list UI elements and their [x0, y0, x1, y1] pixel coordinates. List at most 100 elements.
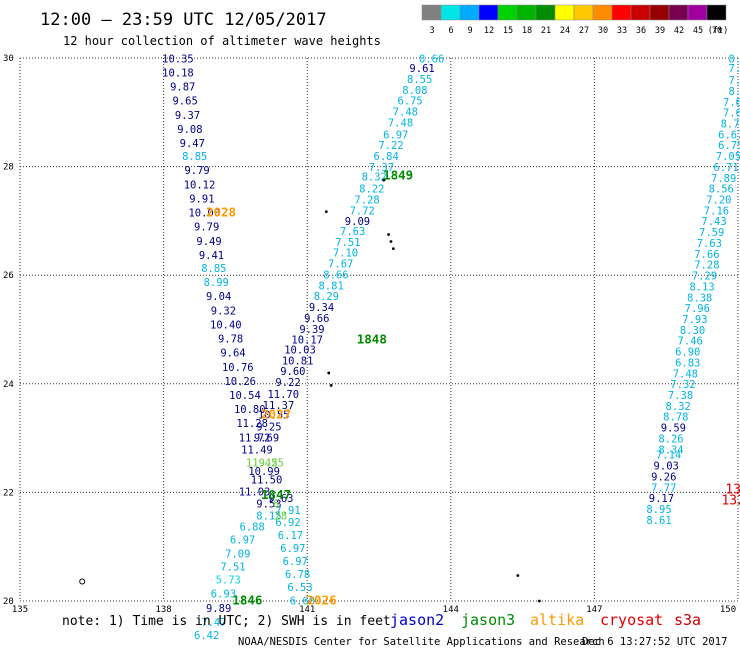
wave-height-label: 6.75	[718, 140, 740, 152]
wave-height-label: 8.22	[359, 184, 384, 196]
cryosat-label: 13	[725, 482, 740, 497]
x-tick-label: 141	[299, 605, 315, 615]
wave-height-label: 7.51	[220, 562, 245, 574]
wave-height-label: 9.79	[184, 165, 209, 177]
wave-height-label: 9.64	[220, 348, 245, 360]
wave-height-label: 9.34	[309, 302, 334, 314]
wave-height-label: 9.32	[211, 305, 236, 317]
footer-credit: NOAA/NESDIS Center for Satellite Applica…	[238, 636, 605, 648]
wave-height-label: 7.29	[692, 271, 717, 283]
legend-bin-label: 30	[598, 26, 608, 36]
y-tick-label: 22	[3, 488, 14, 498]
legend-swatch	[459, 4, 480, 21]
legend-swatch	[478, 4, 499, 21]
satellite-name: altika	[530, 611, 584, 629]
wave-height-label: 7.47	[201, 617, 226, 629]
wave-height-label: 9.37	[175, 110, 200, 122]
wave-height-label: 8.78	[663, 412, 688, 424]
data-dot	[329, 384, 333, 387]
data-dot	[391, 247, 395, 250]
wave-height-label: 8.32	[666, 401, 691, 413]
time-label: 1846	[232, 592, 262, 607]
wave-height-label: 8.34	[658, 444, 683, 456]
wave-height-label: 10.40	[210, 319, 242, 331]
wave-height-label: 6.67	[718, 129, 740, 141]
wave-height-label: 10.17	[291, 335, 323, 347]
wave-height-label: 11.03	[239, 487, 271, 499]
wave-height-label: 7.48	[393, 107, 418, 119]
wave-height-label: 7.93	[682, 314, 707, 326]
wave-height-label: 9.25	[256, 421, 281, 433]
wave-height-label: 8.38	[687, 292, 712, 304]
wave-height-label: 6	[273, 499, 279, 511]
time-label: 1849	[383, 168, 413, 183]
wave-height-label: 8.0	[729, 53, 740, 65]
wave-height-label: 7.14	[656, 450, 681, 462]
wave-height-label: 7.37	[369, 162, 394, 174]
wave-height-label: 6.84	[374, 151, 399, 163]
wave-height-label: 10.12	[184, 179, 216, 191]
wave-height-label: 8.15	[256, 511, 281, 523]
legend-swatch	[649, 4, 670, 21]
wave-height-label: 8.0	[729, 86, 740, 98]
wave-height-label: 7.20	[706, 195, 731, 207]
wave-height-label: 6.17	[278, 530, 303, 542]
wave-height-label: 10.76	[222, 362, 254, 374]
legend-swatch	[592, 4, 613, 21]
wave-height-label: 7.63	[697, 238, 722, 250]
x-tick-label: 135	[12, 605, 28, 615]
wave-height-label: 7.10	[333, 248, 358, 260]
time-label: 2027	[261, 407, 291, 422]
wave-height-label: 11.70	[267, 389, 299, 401]
wave-height-label: 7.48	[673, 368, 698, 380]
data-dot	[382, 178, 386, 182]
wave-height-label: 9.66	[304, 313, 329, 325]
chart-subtitle: 12 hour collection of altimeter wave hei…	[63, 34, 381, 48]
y-tick-labels: 20 22 24 26 28 30	[3, 54, 14, 607]
legend-swatch	[611, 4, 632, 21]
legend-swatch	[630, 4, 651, 21]
wave-height-label: 8.95	[646, 504, 671, 516]
wave-height-label: 7.91	[275, 505, 300, 517]
wave-height-label: 7.16	[704, 205, 729, 217]
wave-height-label: 8.08	[402, 85, 427, 97]
wave-height-label: 9.17	[649, 493, 674, 505]
data-dot	[389, 240, 393, 243]
wave-height-label: 8.29	[314, 291, 339, 303]
data-dot	[516, 574, 520, 577]
wave-height-label: 7.77	[651, 482, 676, 494]
legend-bin-label: 45	[693, 26, 703, 36]
satellite-name: s3a	[674, 611, 701, 629]
data-dot	[324, 210, 328, 214]
wave-height-label: 6.88	[240, 521, 265, 533]
wave-height-label: 7.38	[668, 390, 693, 402]
legend-swatch	[497, 4, 518, 21]
wave-height-label: 7.28	[354, 195, 379, 207]
wave-height-label: 7.51	[335, 237, 360, 249]
wave-height-label: 9.79	[194, 222, 219, 234]
wave-height-label: 28	[275, 511, 288, 523]
wave-height-label: 9.91	[189, 193, 214, 205]
wave-height-label: 8.61	[646, 515, 671, 527]
legend-bin-label: 3	[429, 26, 434, 36]
wave-height-label: 11.37	[263, 400, 295, 412]
wave-height-label: 11.28	[236, 418, 268, 430]
wave-height-label: 7.22	[378, 140, 403, 152]
wave-height-label: 7.46	[677, 336, 702, 348]
legend-bin-label: 21	[541, 26, 551, 36]
wave-height-label: 7.89	[711, 173, 736, 185]
y-tick-label: 30	[3, 54, 14, 64]
legend-swatch	[573, 4, 594, 21]
legend-bin-label: 39	[655, 26, 665, 36]
wave-height-label: 9.53	[256, 499, 281, 511]
legend-unit: (ft)	[708, 26, 728, 36]
wave-height-label: 9.39	[299, 324, 324, 336]
legend-swatch	[516, 4, 537, 21]
grid-lines	[19, 57, 739, 602]
legend-bin-label: 42	[674, 26, 684, 36]
legend-swatch	[535, 4, 556, 21]
wave-height-label: 8.26	[658, 433, 683, 445]
wave-height-label: 7.66	[694, 249, 719, 261]
wave-height-label: 10.26	[224, 376, 256, 388]
satellite-name: jason2	[390, 611, 444, 629]
